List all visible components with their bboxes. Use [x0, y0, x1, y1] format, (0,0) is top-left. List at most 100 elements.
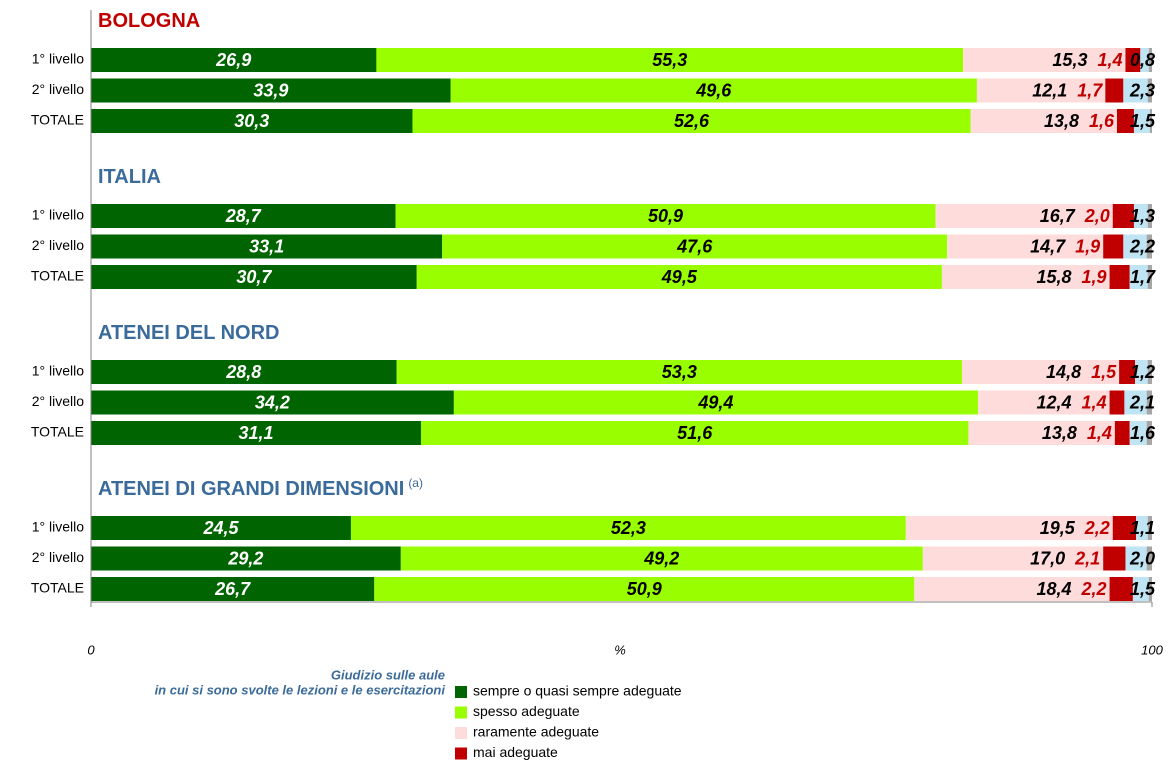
bar-segment	[914, 577, 1110, 601]
bar-segment	[1133, 109, 1150, 133]
bar-segment	[976, 78, 1106, 103]
bar-segment	[91, 577, 375, 601]
bar-segment	[968, 421, 1115, 445]
legend-label: spesso adeguate	[473, 703, 580, 719]
bar-segment	[1147, 360, 1152, 384]
value-label: 29,2	[227, 548, 263, 568]
value-label: 2,2	[1081, 579, 1107, 599]
value-label: 1,5	[1091, 362, 1117, 382]
bar-segment	[1103, 546, 1126, 571]
bar-segment	[1123, 234, 1147, 259]
value-label: 1,3	[1130, 206, 1155, 226]
bar-segment	[1148, 577, 1152, 601]
category-label: 2° livello	[32, 237, 85, 253]
bar-segment	[1133, 204, 1148, 228]
value-label: 1,6	[1130, 423, 1156, 443]
value-label: 14,7	[1030, 236, 1066, 256]
bar-segment	[91, 516, 351, 540]
bar-segment	[1112, 516, 1137, 540]
bar-segment	[400, 546, 923, 571]
value-label: 15,8	[1037, 267, 1072, 287]
bar-segment	[935, 204, 1113, 228]
bar-segment	[963, 48, 1126, 72]
legend-swatch	[455, 747, 467, 760]
value-label: 1,4	[1082, 392, 1107, 412]
value-label: 49,4	[697, 392, 733, 412]
group-title-text: ATENEI DEL NORD	[98, 322, 280, 344]
bar-segment	[1116, 109, 1134, 133]
bar-segment	[1140, 48, 1149, 72]
value-label: 1,6	[1089, 111, 1115, 131]
value-label: 55,3	[652, 50, 687, 70]
value-label: 13,8	[1042, 423, 1077, 443]
value-label: 1,9	[1075, 236, 1100, 256]
group-title: ATENEI DEL NORD	[98, 322, 280, 344]
value-label: 16,7	[1040, 206, 1076, 226]
value-label: 13,8	[1044, 111, 1079, 131]
value-label: 26,9	[215, 50, 251, 70]
legend-label: mai adeguate	[473, 744, 558, 760]
value-label: 1,9	[1082, 267, 1107, 287]
value-label: 47,6	[676, 236, 713, 256]
x-tick-label: 0	[87, 642, 95, 657]
value-label: 30,7	[236, 267, 272, 287]
group-title: ATENEI DI GRANDI DIMENSIONI (a)	[98, 476, 423, 500]
bar-segment	[1129, 421, 1147, 445]
legend-label: raramente adeguate	[473, 724, 599, 740]
bar-segment	[1109, 265, 1130, 289]
bar-segment	[941, 265, 1110, 289]
value-label: 49,6	[695, 80, 732, 100]
bar-segment	[1146, 421, 1152, 445]
value-label: 52,3	[611, 518, 646, 538]
group-title: BOLOGNA	[98, 10, 200, 32]
value-label: 12,1	[1032, 80, 1067, 100]
value-label: 0,8	[1130, 50, 1155, 70]
value-label: 1,1	[1130, 518, 1155, 538]
group-note: (a)	[408, 476, 423, 490]
category-label: 2° livello	[32, 81, 85, 97]
value-label: 28,8	[225, 362, 261, 382]
legend-swatch	[455, 706, 467, 719]
bar-segment	[91, 421, 421, 445]
value-label: 1,7	[1130, 267, 1156, 287]
bar-segment	[91, 390, 454, 415]
category-label: 1° livello	[32, 519, 85, 535]
bar-segment	[91, 360, 397, 384]
value-label: 19,5	[1040, 518, 1076, 538]
value-label: 2,0	[1129, 548, 1155, 568]
value-label: 1,4	[1087, 423, 1112, 443]
legend-swatch	[455, 686, 467, 698]
bar-segment	[1105, 78, 1124, 103]
bar-segment	[450, 78, 977, 103]
bar-segment	[91, 109, 413, 133]
category-label: 1° livello	[32, 207, 85, 223]
value-label: 2,1	[1074, 548, 1100, 568]
category-label: 2° livello	[32, 393, 85, 409]
value-label: 50,9	[627, 579, 662, 599]
category-label: TOTALE	[31, 112, 84, 128]
bar-segment	[1147, 204, 1152, 228]
bar-segment	[962, 360, 1120, 384]
bar-segment	[1109, 390, 1125, 415]
bar-segment	[91, 234, 443, 259]
category-label: TOTALE	[31, 268, 84, 284]
value-label: 1,4	[1097, 50, 1122, 70]
value-label: 28,7	[225, 206, 262, 226]
bar-segment	[396, 360, 963, 384]
legend-label: sempre o quasi sempre adeguate	[473, 683, 682, 699]
bar-segment	[1125, 546, 1147, 571]
category-label: TOTALE	[31, 580, 84, 596]
bar-segment	[1109, 577, 1133, 601]
bar-segment	[1146, 390, 1152, 415]
value-label: 33,9	[253, 80, 288, 100]
bar-segment	[374, 577, 915, 601]
group-title-text: BOLOGNA	[98, 10, 200, 32]
bar-segment	[1146, 546, 1152, 571]
legend-title: in cui si sono svolte le lezioni e le es…	[155, 682, 446, 697]
group-title: ITALIA	[98, 166, 161, 188]
bar-segment	[376, 48, 964, 72]
category-label: TOTALE	[31, 424, 84, 440]
bar-segment	[1124, 390, 1147, 415]
bar-segment	[91, 78, 451, 103]
value-label: 31,1	[238, 423, 273, 443]
